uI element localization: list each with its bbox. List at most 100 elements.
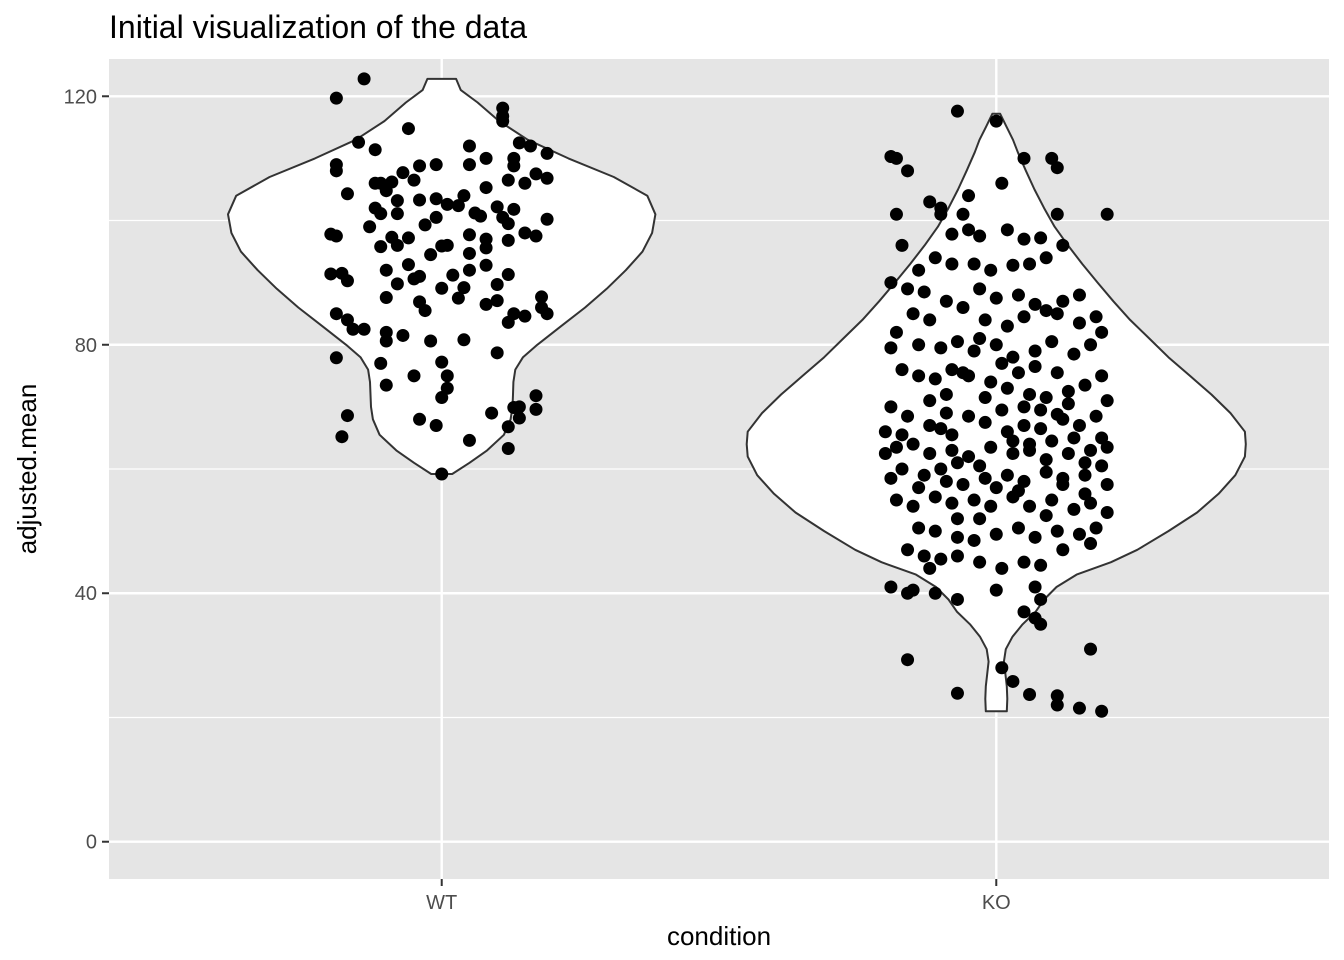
data-point-ko <box>889 440 903 454</box>
data-point-ko <box>1050 307 1064 321</box>
data-point-ko <box>956 478 970 492</box>
data-point-ko <box>901 586 915 600</box>
data-point-wt <box>407 173 421 187</box>
data-point-wt <box>374 207 388 221</box>
data-point-ko <box>989 338 1003 352</box>
data-point-ko <box>889 151 903 165</box>
data-point-wt <box>390 207 404 221</box>
y-tick-label: 40 <box>75 583 97 605</box>
data-point-wt <box>518 176 532 190</box>
data-point-ko <box>967 533 981 547</box>
data-point-ko <box>917 285 931 299</box>
data-point-wt <box>485 406 499 420</box>
data-point-ko <box>895 238 909 252</box>
data-point-wt <box>529 167 543 181</box>
data-point-ko <box>1034 422 1048 436</box>
data-point-wt <box>329 307 343 321</box>
data-point-wt <box>324 267 338 281</box>
data-point-ko <box>967 493 981 507</box>
data-point-ko <box>956 366 970 380</box>
data-point-ko <box>950 335 964 349</box>
data-point-ko <box>956 207 970 221</box>
data-point-wt <box>462 433 476 447</box>
data-point-ko <box>1084 537 1098 551</box>
data-point-ko <box>928 490 942 504</box>
data-point-wt <box>329 351 343 365</box>
data-point-ko <box>978 471 992 485</box>
data-point-ko <box>1067 502 1081 516</box>
data-point-wt <box>396 328 410 342</box>
data-point-ko <box>989 114 1003 128</box>
data-point-ko <box>1078 468 1092 482</box>
data-point-ko <box>1006 674 1020 688</box>
data-point-ko <box>950 512 964 526</box>
data-point-ko <box>895 462 909 476</box>
data-point-wt <box>474 209 488 223</box>
data-point-ko <box>978 415 992 429</box>
data-point-wt <box>429 419 443 433</box>
data-point-ko <box>1100 505 1114 519</box>
y-axis: 0 40 80 120 <box>64 86 109 854</box>
data-point-wt <box>479 297 493 311</box>
data-point-ko <box>1056 478 1070 492</box>
data-point-wt <box>329 91 343 105</box>
data-point-wt <box>457 189 471 203</box>
data-point-ko <box>1078 487 1092 501</box>
data-point-wt <box>490 294 504 308</box>
data-point-ko <box>1000 319 1014 333</box>
data-point-wt <box>540 171 554 185</box>
data-point-ko <box>984 499 998 513</box>
data-point-wt <box>429 192 443 206</box>
data-point-wt <box>540 212 554 226</box>
data-point-ko <box>1011 366 1025 380</box>
data-point-ko <box>1061 384 1075 398</box>
data-point-ko <box>1072 419 1086 433</box>
data-point-wt <box>501 442 515 455</box>
data-point-ko <box>967 344 981 358</box>
data-point-wt <box>335 430 349 444</box>
data-point-ko <box>1095 704 1109 718</box>
data-point-ko <box>1006 258 1020 272</box>
data-point-wt <box>429 210 443 224</box>
data-point-ko <box>884 341 898 355</box>
data-point-ko <box>1023 499 1037 513</box>
data-point-ko <box>906 499 920 513</box>
x-axis: WT KO <box>426 879 1011 914</box>
data-point-wt <box>352 135 366 149</box>
data-point-ko <box>934 552 948 566</box>
data-point-ko <box>934 462 948 476</box>
data-point-ko <box>1017 151 1031 165</box>
data-point-ko <box>1023 387 1037 401</box>
data-point-ko <box>962 223 976 237</box>
data-point-wt <box>429 158 443 172</box>
data-point-wt <box>407 369 421 383</box>
data-point-ko <box>945 428 959 442</box>
data-point-ko <box>1061 397 1075 411</box>
data-point-ko <box>1050 366 1064 380</box>
data-point-wt <box>507 307 521 321</box>
data-point-wt <box>401 231 415 245</box>
data-point-ko <box>973 512 987 526</box>
data-point-wt <box>490 346 504 360</box>
data-point-ko <box>967 257 981 271</box>
data-point-ko <box>901 164 915 178</box>
y-tick-label: 0 <box>86 832 97 854</box>
data-point-ko <box>923 394 937 408</box>
data-point-wt <box>479 232 493 246</box>
data-point-ko <box>1023 257 1037 271</box>
data-point-ko <box>1028 360 1042 373</box>
data-point-ko <box>1050 207 1064 221</box>
data-point-wt <box>390 194 404 208</box>
data-point-ko <box>934 207 948 221</box>
data-point-ko <box>901 282 915 296</box>
data-point-wt <box>535 290 549 304</box>
data-point-ko <box>1034 558 1048 572</box>
data-point-ko <box>1078 378 1092 392</box>
data-point-wt <box>540 307 554 321</box>
data-point-wt <box>457 281 471 295</box>
data-point-ko <box>950 530 964 544</box>
data-point-ko <box>1095 459 1109 473</box>
data-point-wt <box>529 229 543 243</box>
data-point-ko <box>962 450 976 464</box>
data-point-wt <box>518 309 532 323</box>
